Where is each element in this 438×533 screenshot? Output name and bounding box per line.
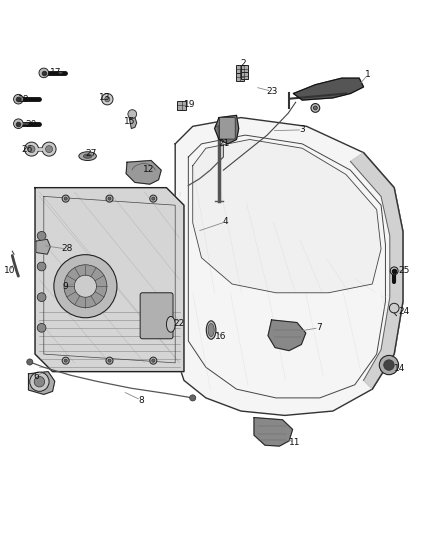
Text: 27: 27	[85, 149, 97, 158]
Text: 22: 22	[173, 319, 184, 328]
Circle shape	[314, 106, 317, 110]
Ellipse shape	[206, 321, 216, 339]
Polygon shape	[268, 320, 306, 351]
Text: 4: 4	[223, 217, 228, 227]
Text: 11: 11	[289, 438, 300, 447]
Ellipse shape	[166, 317, 175, 332]
Ellipse shape	[83, 154, 92, 158]
Circle shape	[389, 303, 399, 313]
Circle shape	[27, 359, 33, 365]
Polygon shape	[350, 152, 403, 389]
FancyBboxPatch shape	[140, 293, 173, 339]
Circle shape	[25, 142, 39, 156]
Circle shape	[105, 96, 110, 102]
Text: 8: 8	[138, 395, 144, 405]
Bar	[241, 65, 248, 72]
Circle shape	[14, 119, 23, 128]
Circle shape	[46, 146, 53, 152]
Text: 10: 10	[4, 266, 15, 276]
Text: 3: 3	[299, 125, 305, 134]
Text: 20: 20	[26, 119, 37, 128]
Circle shape	[42, 142, 56, 156]
Text: 13: 13	[99, 93, 110, 102]
FancyBboxPatch shape	[219, 118, 235, 139]
Text: 28: 28	[61, 245, 72, 254]
Circle shape	[102, 93, 113, 105]
Text: 18: 18	[18, 95, 30, 104]
Polygon shape	[35, 188, 184, 372]
Circle shape	[28, 146, 35, 152]
Circle shape	[311, 103, 320, 112]
Text: 24: 24	[398, 306, 410, 316]
Circle shape	[62, 357, 69, 364]
Circle shape	[152, 197, 155, 200]
Text: 7: 7	[316, 324, 322, 332]
Ellipse shape	[208, 324, 214, 336]
Circle shape	[64, 265, 107, 308]
Circle shape	[37, 293, 46, 302]
Text: 6: 6	[33, 373, 39, 382]
Circle shape	[106, 357, 113, 364]
Circle shape	[108, 197, 111, 200]
Ellipse shape	[79, 152, 96, 160]
Circle shape	[37, 324, 46, 332]
Bar	[236, 66, 244, 74]
Circle shape	[390, 267, 398, 275]
Circle shape	[106, 195, 113, 202]
Polygon shape	[28, 372, 55, 394]
Text: 2: 2	[240, 59, 246, 68]
Circle shape	[37, 231, 46, 240]
Polygon shape	[254, 418, 293, 446]
Circle shape	[74, 275, 96, 297]
Circle shape	[379, 356, 399, 375]
Circle shape	[64, 197, 67, 200]
Circle shape	[34, 376, 45, 387]
Bar	[236, 74, 244, 81]
Text: 15: 15	[124, 117, 135, 126]
Text: 21: 21	[219, 139, 230, 148]
Circle shape	[190, 395, 196, 401]
Text: 14: 14	[394, 364, 405, 373]
Text: 9: 9	[62, 282, 68, 290]
Text: 1: 1	[365, 70, 371, 79]
Text: 17: 17	[50, 68, 62, 77]
Polygon shape	[36, 239, 50, 254]
Bar	[241, 72, 248, 79]
Circle shape	[39, 68, 49, 78]
Circle shape	[37, 262, 46, 271]
Circle shape	[54, 255, 117, 318]
Polygon shape	[293, 78, 364, 100]
Text: 19: 19	[184, 100, 195, 109]
Circle shape	[14, 94, 23, 104]
Circle shape	[64, 359, 67, 362]
Text: 16: 16	[215, 332, 227, 341]
Text: 25: 25	[398, 266, 410, 276]
Polygon shape	[175, 118, 403, 415]
Polygon shape	[215, 115, 239, 144]
Polygon shape	[193, 140, 381, 293]
Circle shape	[150, 357, 157, 364]
Polygon shape	[126, 160, 161, 184]
Bar	[177, 101, 186, 110]
Circle shape	[128, 110, 137, 118]
Text: 26: 26	[21, 144, 33, 154]
Text: 12: 12	[143, 165, 155, 174]
Text: 23: 23	[266, 87, 277, 96]
Circle shape	[62, 195, 69, 202]
Circle shape	[30, 372, 49, 391]
Circle shape	[108, 359, 111, 362]
Circle shape	[152, 359, 155, 362]
Circle shape	[384, 360, 394, 370]
Polygon shape	[129, 118, 137, 128]
Circle shape	[150, 195, 157, 202]
